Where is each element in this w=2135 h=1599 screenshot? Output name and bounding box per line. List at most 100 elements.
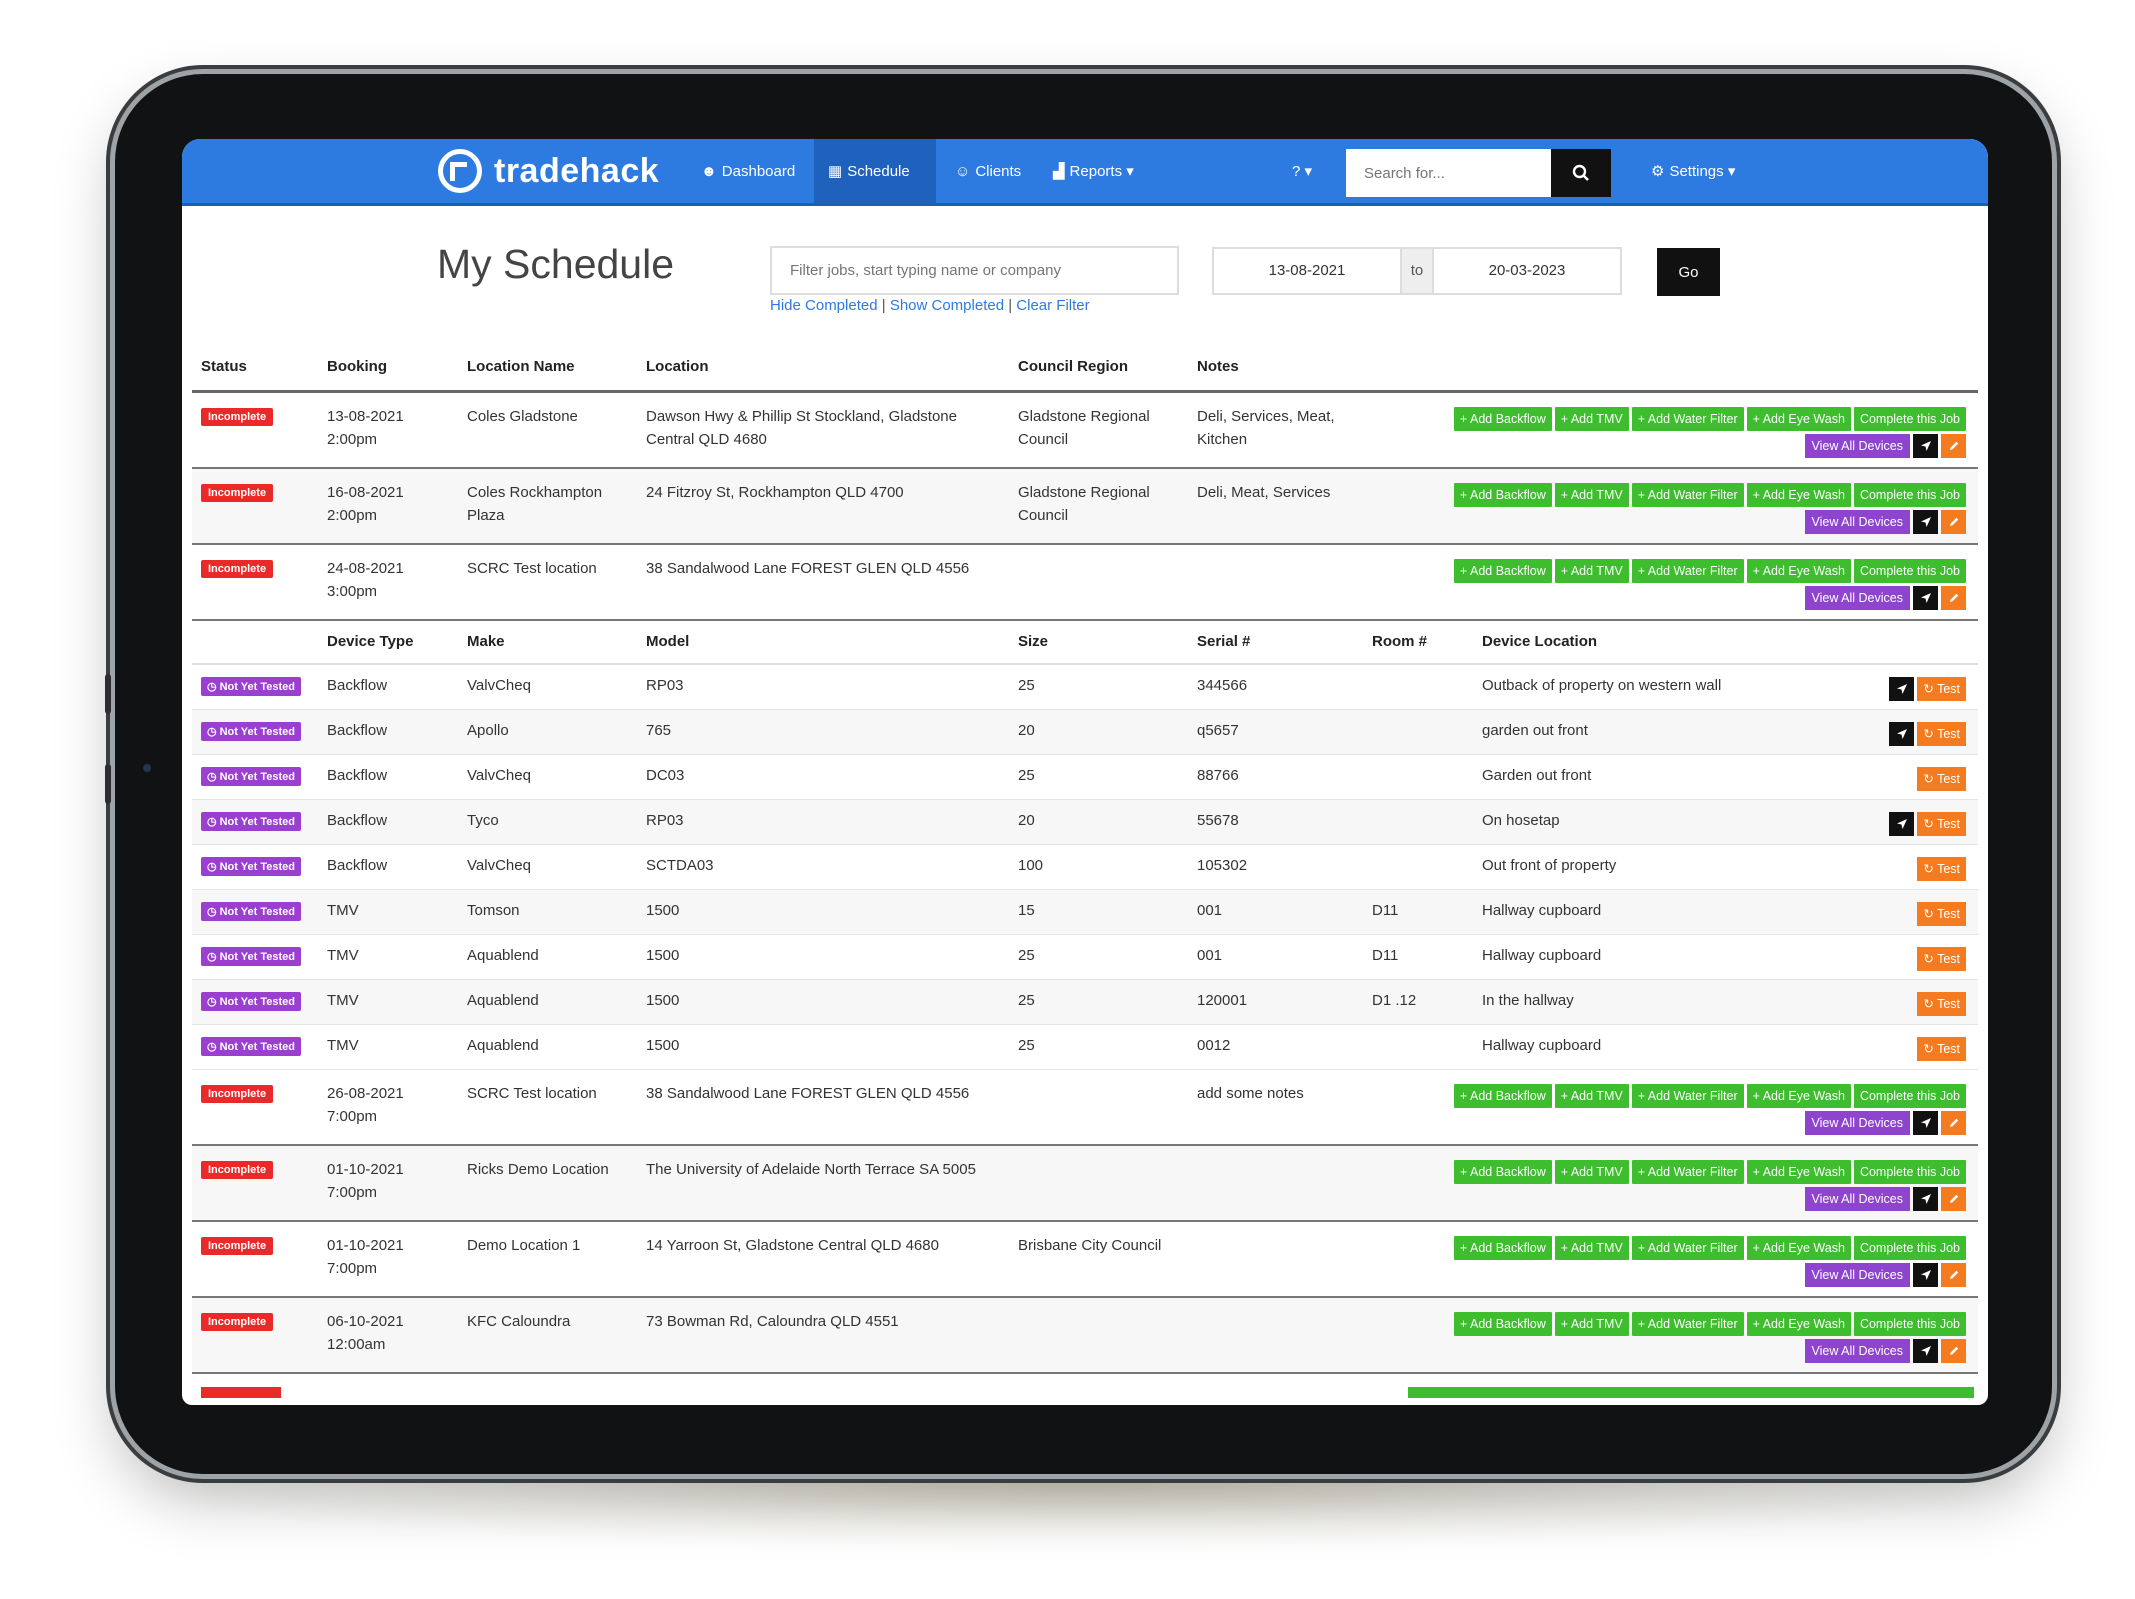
add-backflow-button[interactable]: + Add Backflow	[1453, 407, 1552, 431]
search-button[interactable]	[1551, 149, 1611, 197]
add-tmv-button[interactable]: + Add TMV	[1554, 1160, 1629, 1184]
add-tmv-button[interactable]: + Add TMV	[1554, 407, 1629, 431]
device-actions: ↻ Test	[1917, 902, 1966, 926]
navigate-button[interactable]	[1913, 1263, 1938, 1287]
edit-button[interactable]	[1941, 1263, 1966, 1287]
add-eye-wash-button[interactable]: + Add Eye Wash	[1746, 407, 1851, 431]
add-eye-wash-button[interactable]: + Add Eye Wash	[1746, 1084, 1851, 1108]
add-tmv-button[interactable]: + Add TMV	[1554, 559, 1629, 583]
navigate-button[interactable]	[1913, 1111, 1938, 1135]
action-row: View All Devices	[1804, 1339, 1966, 1363]
location-cell: 24 Fitzroy St, Rockhampton QLD 4700	[646, 481, 1006, 504]
job-filter-input[interactable]	[770, 246, 1179, 295]
add-water-filter-button[interactable]: + Add Water Filter	[1631, 483, 1744, 507]
go-button[interactable]: Go	[1657, 248, 1720, 296]
nav-clients[interactable]: ☺ Clients	[941, 139, 1035, 203]
device-row: ◷ Not Yet Tested TMV Tomson 1500 15 001 D11 Hall…	[192, 890, 1978, 935]
view-all-devices-button[interactable]: View All Devices	[1804, 1111, 1910, 1135]
add-tmv-button[interactable]: + Add TMV	[1554, 483, 1629, 507]
edit-button[interactable]	[1941, 510, 1966, 534]
view-all-devices-button[interactable]: View All Devices	[1804, 1263, 1910, 1287]
complete-job-button[interactable]: Complete this Job	[1853, 1312, 1966, 1336]
add-eye-wash-button[interactable]: + Add Eye Wash	[1746, 1160, 1851, 1184]
add-water-filter-button[interactable]: + Add Water Filter	[1631, 1084, 1744, 1108]
device-serial: 105302	[1197, 857, 1248, 874]
test-button[interactable]: ↻ Test	[1917, 1037, 1966, 1061]
add-backflow-button[interactable]: + Add Backflow	[1453, 1084, 1552, 1108]
add-water-filter-button[interactable]: + Add Water Filter	[1631, 1236, 1744, 1260]
add-water-filter-button[interactable]: + Add Water Filter	[1631, 407, 1744, 431]
test-button[interactable]: ↻ Test	[1917, 722, 1966, 746]
search-input[interactable]	[1346, 149, 1551, 197]
edit-button[interactable]	[1941, 434, 1966, 458]
nav-schedule[interactable]: ▦ Schedule	[814, 139, 936, 203]
add-tmv-button[interactable]: + Add TMV	[1554, 1312, 1629, 1336]
add-tmv-button[interactable]: + Add TMV	[1554, 1084, 1629, 1108]
add-backflow-button[interactable]: + Add Backflow	[1453, 1312, 1552, 1336]
help-icon: ? ▾	[1292, 163, 1313, 180]
view-all-devices-button[interactable]: View All Devices	[1804, 1187, 1910, 1211]
action-row: View All Devices	[1804, 434, 1966, 458]
complete-job-button[interactable]: Complete this Job	[1853, 1160, 1966, 1184]
council-region: Gladstone Regional	[1018, 484, 1150, 501]
view-all-devices-button[interactable]: View All Devices	[1804, 586, 1910, 610]
settings-dropdown[interactable]: ⚙ Settings ▾	[1637, 139, 1749, 203]
nav-reports[interactable]: ▟ Reports ▾	[1039, 139, 1148, 203]
complete-job-button[interactable]: Complete this Job	[1853, 407, 1966, 431]
location-name: Coles Rockhampton	[467, 484, 603, 501]
edit-button[interactable]	[1941, 586, 1966, 610]
date-to-input[interactable]: 20-03-2023	[1432, 247, 1622, 295]
location-address-line2: Central QLD 4680	[646, 431, 767, 448]
add-backflow-button[interactable]: + Add Backflow	[1453, 1236, 1552, 1260]
dashboard-icon: ☻	[701, 162, 717, 180]
navigate-button[interactable]	[1913, 1187, 1938, 1211]
add-backflow-button[interactable]: + Add Backflow	[1453, 559, 1552, 583]
test-button[interactable]: ↻ Test	[1917, 902, 1966, 926]
add-water-filter-button[interactable]: + Add Water Filter	[1631, 1160, 1744, 1184]
add-eye-wash-button[interactable]: + Add Eye Wash	[1746, 1236, 1851, 1260]
clear-filter-link[interactable]: Clear Filter	[1016, 297, 1090, 314]
add-water-filter-button[interactable]: + Add Water Filter	[1631, 1312, 1744, 1336]
add-eye-wash-button[interactable]: + Add Eye Wash	[1746, 559, 1851, 583]
complete-job-button[interactable]: Complete this Job	[1853, 1084, 1966, 1108]
date-from-input[interactable]: 13-08-2021	[1212, 247, 1402, 295]
edit-button[interactable]	[1941, 1111, 1966, 1135]
hide-completed-link[interactable]: Hide Completed	[770, 297, 878, 314]
show-completed-link[interactable]: Show Completed	[889, 297, 1005, 314]
view-all-devices-button[interactable]: View All Devices	[1804, 1339, 1910, 1363]
view-all-devices-button[interactable]: View All Devices	[1804, 434, 1910, 458]
navigate-button[interactable]	[1889, 812, 1915, 836]
view-all-devices-button[interactable]: View All Devices	[1804, 510, 1910, 534]
edit-button[interactable]	[1941, 1339, 1966, 1363]
location-cell: The University of Adelaide North Terrace…	[646, 1158, 1006, 1181]
test-button[interactable]: ↻ Test	[1917, 767, 1966, 791]
notes: Deli, Services, Meat,	[1197, 408, 1335, 425]
test-button[interactable]: ↻ Test	[1917, 812, 1966, 836]
nav-dashboard[interactable]: ☻ Dashboard	[687, 139, 809, 203]
navigate-button[interactable]	[1913, 510, 1938, 534]
add-eye-wash-button[interactable]: + Add Eye Wash	[1746, 483, 1851, 507]
navigate-button[interactable]	[1913, 434, 1938, 458]
navigate-button[interactable]	[1889, 677, 1915, 701]
complete-job-button[interactable]: Complete this Job	[1853, 483, 1966, 507]
complete-job-button[interactable]: Complete this Job	[1853, 559, 1966, 583]
add-backflow-button[interactable]: + Add Backflow	[1453, 1160, 1552, 1184]
add-tmv-button[interactable]: + Add TMV	[1554, 1236, 1629, 1260]
navigate-button[interactable]	[1913, 1339, 1938, 1363]
edit-button[interactable]	[1941, 1187, 1966, 1211]
device-location: On hosetap	[1482, 812, 1560, 829]
complete-job-button[interactable]: Complete this Job	[1853, 1236, 1966, 1260]
test-button[interactable]: ↻ Test	[1917, 677, 1966, 701]
add-water-filter-button[interactable]: + Add Water Filter	[1631, 559, 1744, 583]
test-button[interactable]: ↻ Test	[1917, 857, 1966, 881]
navigate-button[interactable]	[1913, 586, 1938, 610]
brand-logo[interactable]: tradehack	[438, 149, 659, 193]
device-row: ◷ Not Yet Tested Backflow ValvCheq DC03 25 887…	[192, 755, 1978, 800]
test-button[interactable]: ↻ Test	[1917, 947, 1966, 971]
add-eye-wash-button[interactable]: + Add Eye Wash	[1746, 1312, 1851, 1336]
test-button[interactable]: ↻ Test	[1917, 992, 1966, 1016]
navigate-button[interactable]	[1889, 722, 1915, 746]
add-backflow-button[interactable]: + Add Backflow	[1453, 483, 1552, 507]
device-type: Backflow	[327, 857, 388, 874]
help-dropdown[interactable]: ? ▾	[1278, 139, 1326, 203]
